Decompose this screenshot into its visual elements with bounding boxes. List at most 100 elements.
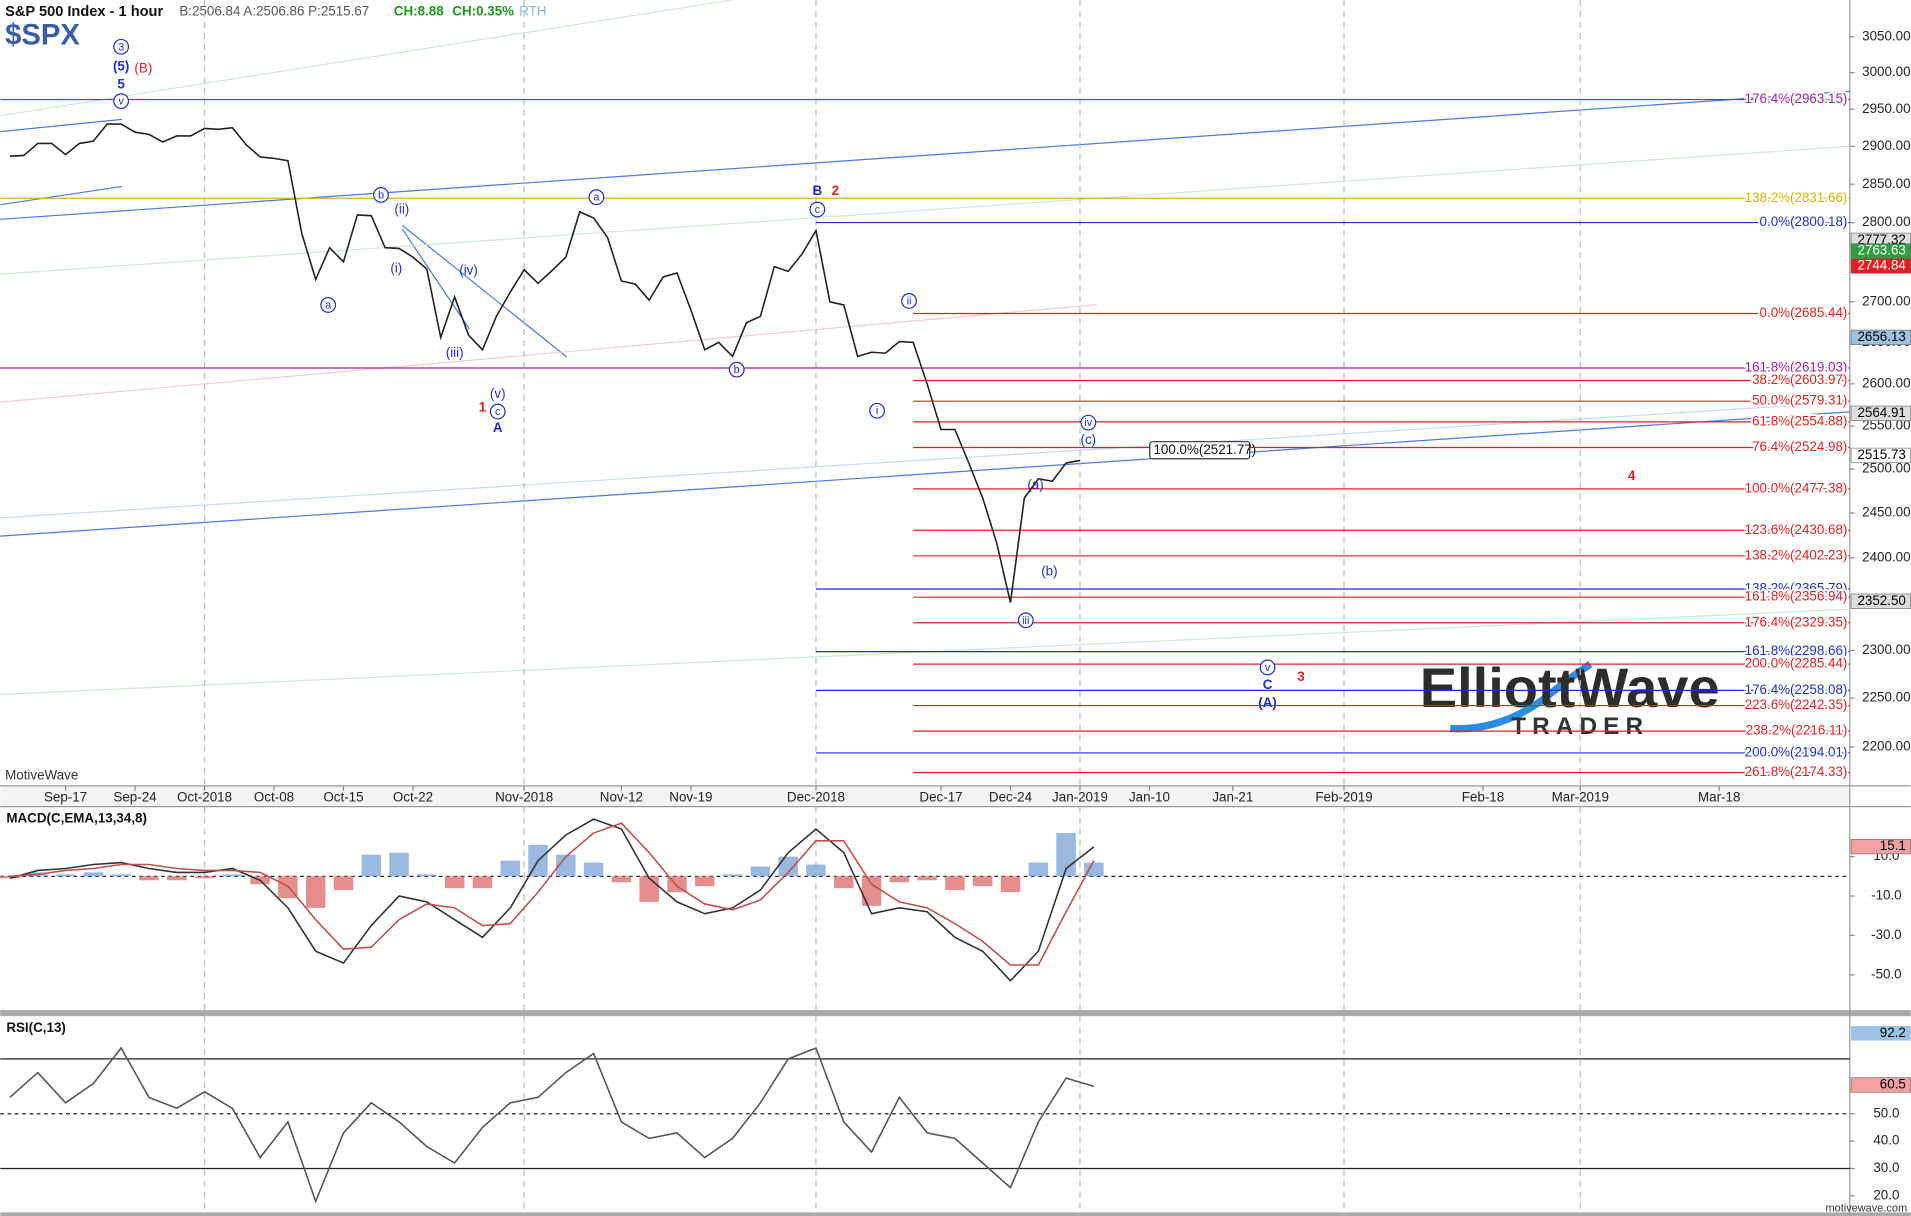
y-tick-label: 2900.00 — [1862, 138, 1910, 153]
y-tick-label: 2400.00 — [1862, 549, 1910, 564]
y-tick-label: 20.0 — [1873, 1187, 1899, 1202]
fib-level-label: 200.0%(2285.44) — [1745, 656, 1848, 671]
x-tick-label: Nov-2018 — [495, 790, 553, 805]
histogram-bar — [833, 876, 854, 889]
wave-label: (i) — [390, 260, 402, 275]
fib-level-label: 161.8%(2619.03) — [1745, 360, 1848, 375]
wave-label: 3 — [118, 41, 124, 53]
wave-label: b — [378, 189, 384, 201]
x-tick-label: Oct-08 — [254, 790, 294, 805]
fib-level-label: 138.2%(2402.23) — [1745, 547, 1848, 562]
wave-label: c — [495, 406, 501, 418]
histogram-bar — [361, 854, 382, 877]
y-tick-label: 50.0 — [1873, 1105, 1899, 1120]
fib-level-label: 123.6%(2430.68) — [1745, 522, 1848, 537]
watermark: MotiveWave — [5, 768, 78, 783]
histogram-bar — [389, 852, 409, 877]
logo-main: ElliottWave — [1420, 656, 1720, 719]
histogram-bar — [611, 876, 632, 883]
price-marker-label: 2352.50 — [1857, 593, 1905, 608]
histogram-bar — [500, 860, 520, 877]
histogram-bar — [639, 876, 659, 902]
x-tick-label: Dec-2018 — [787, 790, 845, 805]
chart-title: S&P 500 Index - 1 hour — [5, 4, 163, 20]
histogram-bar — [1000, 876, 1021, 893]
fib-level-label: 200.0%(2194.01) — [1745, 744, 1848, 759]
fib-level-label: 223.6%(2242.35) — [1745, 697, 1848, 712]
wave-label: iv — [1084, 417, 1092, 429]
overlay-marker — [1851, 1025, 1911, 1041]
histogram-bar — [444, 876, 465, 889]
wave-label: c — [815, 204, 821, 216]
overlay-marker-label: 92.2 — [1880, 1025, 1906, 1040]
session: RTH — [519, 4, 546, 19]
wave-label: a — [325, 299, 332, 311]
trendline — [0, 185, 123, 206]
wave-label: (B) — [134, 61, 152, 76]
y-tick-label: 2950.00 — [1862, 101, 1910, 116]
histogram-bar — [472, 876, 493, 889]
wave-label: (iii) — [446, 345, 464, 360]
x-tick-label: Jan-2019 — [1052, 790, 1108, 805]
histogram-bar — [750, 866, 771, 877]
price-marker-label: 15.1 — [1880, 838, 1906, 853]
histogram-bar — [166, 876, 187, 881]
price-marker-label: 2656.13 — [1857, 329, 1905, 344]
histogram-bar — [722, 874, 743, 877]
trendline — [0, 304, 1097, 403]
price-marker-label: 2777.32 — [1857, 232, 1905, 247]
x-tick-label: Sep-24 — [113, 790, 157, 805]
wave-label: v — [118, 96, 124, 108]
y-tick-label: -50.0 — [1871, 966, 1902, 981]
y-tick-label: 2200.00 — [1862, 739, 1910, 754]
x-tick-label: Dec-24 — [989, 790, 1033, 805]
price-marker-label: 2515.73 — [1857, 447, 1905, 462]
quote: B:2506.84 A:2506.86 P:2515.67 — [179, 4, 369, 19]
wave-label: a — [593, 192, 600, 204]
x-tick-label: Nov-12 — [600, 790, 643, 805]
y-tick-label: -30.0 — [1871, 927, 1902, 942]
series-line — [9, 1046, 1095, 1204]
wave-label: 1 — [479, 400, 487, 415]
histogram-bar — [1028, 862, 1049, 877]
x-tick-label: Oct-22 — [393, 790, 433, 805]
y-tick-label: 30.0 — [1873, 1160, 1899, 1175]
wave-label: (iv) — [459, 263, 478, 278]
histogram-bar — [945, 876, 965, 891]
fib-level-label: 0.0%(2800.18) — [1760, 214, 1848, 229]
x-tick-label: Nov-19 — [669, 790, 712, 805]
y-tick-label: 40.0 — [1873, 1133, 1899, 1148]
symbol: $SPX — [5, 19, 80, 51]
histogram-bar — [0, 876, 20, 879]
logo-sub: TRADER — [1511, 713, 1649, 740]
panel-title: MACD(C,EMA,13,34,8) — [6, 810, 147, 825]
y-tick-label: 3000.00 — [1862, 64, 1910, 79]
fib-level-label: 161.8%(2356.94) — [1745, 589, 1848, 604]
wave-label: 2 — [832, 183, 839, 198]
x-tick-label: Dec-17 — [919, 790, 962, 805]
y-tick-label: 2800.00 — [1862, 214, 1910, 229]
series-line — [9, 123, 1081, 603]
x-axis-band — [0, 785, 1850, 807]
x-tick-label: Sep-17 — [44, 790, 87, 805]
wave-label: C — [1263, 677, 1273, 692]
histogram-bar — [695, 876, 715, 887]
histogram-bar — [333, 876, 354, 891]
wave-circle — [1017, 612, 1034, 629]
change-pct: CH:0.35% — [452, 4, 514, 19]
wave-circle — [901, 293, 917, 309]
fib-level-label: 176.4%(2258.08) — [1745, 682, 1848, 697]
wave-label: (ii) — [394, 202, 409, 217]
logo-swoosh — [1450, 661, 1593, 733]
fib-level-label: 176.4%(2963.15) — [1745, 91, 1848, 106]
histogram-bar — [222, 874, 243, 877]
fib-level-label: 138.2%(2365.79) — [1745, 581, 1848, 596]
wave-label: 3 — [1297, 669, 1304, 684]
histogram-bar — [972, 876, 993, 887]
fib-level-label: 176.4%(2329.35) — [1745, 614, 1848, 629]
wave-label: (A) — [1258, 695, 1277, 710]
histogram-bar — [194, 876, 215, 879]
wave-circle — [869, 402, 886, 419]
